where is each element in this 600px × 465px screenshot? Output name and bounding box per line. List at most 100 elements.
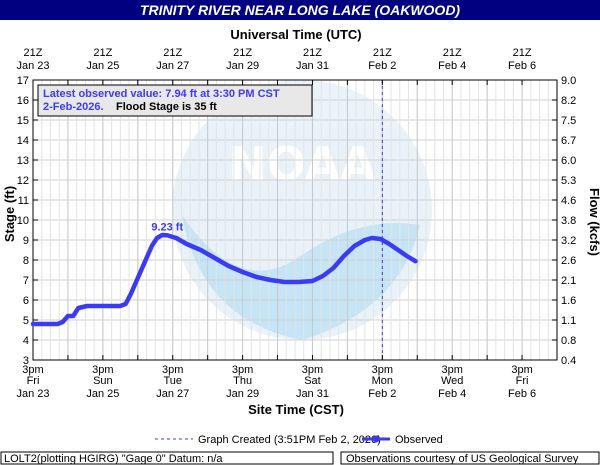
local-tick-day: Fri <box>27 375 40 387</box>
y2-tick-label: 1.1 <box>561 315 576 327</box>
utc-tick-hour: 21Z <box>163 47 182 59</box>
noaa-logo-text: NOAA <box>228 137 376 191</box>
utc-tick-date: Jan 25 <box>86 60 119 72</box>
utc-tick-date: Jan 31 <box>296 60 329 72</box>
grid <box>32 79 558 361</box>
local-tick-date: Jan 29 <box>226 388 259 400</box>
footer-left-box <box>0 451 334 465</box>
flood-stage-text: Flood Stage is 35 ft <box>116 101 217 113</box>
y2-tick-label: 9.0 <box>561 75 576 87</box>
legend-created-label: Graph Created (3:51PM Feb 2, 2026) <box>198 434 381 446</box>
utc-tick-hour: 21Z <box>93 47 112 59</box>
local-tick-date: Feb 2 <box>368 388 396 400</box>
y-tick-label: 9 <box>23 235 29 247</box>
y-tick-label: 7 <box>23 275 29 287</box>
ticks-layer: 3 0.4 4 0.8 5 1.1 6 1.6 7 2.1 8 2.6 9 3.2 10 3.8 11 4.6 12… <box>16 47 576 400</box>
local-tick-hour: 3pm <box>162 364 183 376</box>
footer-right-box <box>340 451 600 465</box>
noaa-watermark-logo: NOAA <box>172 80 432 340</box>
local-tick-date: Jan 25 <box>86 388 119 400</box>
y-tick-label: 14 <box>17 135 29 147</box>
y-tick-label: 13 <box>17 155 29 167</box>
y2-tick-label: 8.2 <box>561 95 576 107</box>
local-tick-hour: 3pm <box>22 364 43 376</box>
utc-tick-hour: 21Z <box>443 47 462 59</box>
top-axis-title: Universal Time (UTC) <box>230 27 361 42</box>
y2-tick-label: 6.7 <box>561 135 576 147</box>
y-tick-label: 11 <box>18 195 29 207</box>
y2-tick-label: 6.0 <box>561 155 576 167</box>
local-tick-day: Mon <box>372 375 393 387</box>
chart-title: TRINITY RIVER NEAR LONG LAKE (OAKWOOD) <box>140 2 461 18</box>
utc-tick-date: Jan 23 <box>16 60 49 72</box>
y2-tick-label: 0.4 <box>561 355 576 367</box>
bottom-axis-title: Site Time (CST) <box>248 402 344 417</box>
y-tick-label: 5 <box>23 315 29 327</box>
y2-tick-label: 2.6 <box>561 255 576 267</box>
latest-observed-text: Latest observed value: 7.94 ft at 3:30 P… <box>43 88 280 100</box>
local-tick-day: Thu <box>233 375 252 387</box>
noaa-emblem-wave <box>182 215 420 340</box>
local-tick-day: Sun <box>93 375 113 387</box>
utc-tick-date: Feb 4 <box>438 60 466 72</box>
legend-observed-label: Observed <box>395 434 443 446</box>
local-tick-hour: 3pm <box>372 364 393 376</box>
y2-tick-label: 4.6 <box>561 195 576 207</box>
utc-tick-hour: 21Z <box>373 47 392 59</box>
noaa-emblem-ring <box>172 80 432 340</box>
latest-observed-date: 2-Feb-2026. <box>43 101 104 113</box>
y2-tick-label: 0.8 <box>561 335 576 347</box>
local-tick-day: Sat <box>304 375 321 387</box>
y-tick-label: 15 <box>17 115 29 127</box>
observed-series-line <box>30 232 418 327</box>
local-tick-day: Tue <box>163 375 182 387</box>
local-tick-hour: 3pm <box>511 364 532 376</box>
utc-tick-date: Jan 29 <box>226 60 259 72</box>
latest-value-box-bg <box>37 84 313 117</box>
local-tick-day: Wed <box>441 375 463 387</box>
utc-tick-hour: 21Z <box>513 47 532 59</box>
series-layer: 9.23 ft <box>30 80 418 360</box>
y2-tick-label: 3.2 <box>561 235 576 247</box>
local-tick-date: Jan 23 <box>16 388 49 400</box>
y-tick-label: 8 <box>23 255 29 267</box>
utc-tick-date: Jan 27 <box>156 60 189 72</box>
local-tick-hour: 3pm <box>232 364 253 376</box>
y-axis-title: Stage (ft) <box>2 186 17 242</box>
y-tick-label: 17 <box>17 75 29 87</box>
latest-value-box: Latest observed value: 7.94 ft at 3:30 P… <box>37 84 313 117</box>
y2-tick-label: 5.3 <box>561 175 576 187</box>
y2-tick-label: 7.5 <box>561 115 576 127</box>
utc-tick-date: Feb 2 <box>368 60 396 72</box>
y2-tick-label: 2.1 <box>561 275 576 287</box>
peak-value-label: 9.23 ft <box>151 221 183 233</box>
local-tick-date: Jan 27 <box>156 388 189 400</box>
y-tick-label: 4 <box>23 335 29 347</box>
local-tick-date: Jan 31 <box>296 388 329 400</box>
utc-tick-date: Feb 6 <box>508 60 536 72</box>
utc-tick-hour: 21Z <box>233 47 252 59</box>
footer-datum-text: LOLT2(plotting HGIRG) "Gage 0" Datum: n/… <box>4 453 223 465</box>
y-tick-label: 12 <box>17 175 29 187</box>
local-tick-hour: 3pm <box>441 364 462 376</box>
y-tick-label: 16 <box>17 95 29 107</box>
local-tick-date: Feb 6 <box>508 388 536 400</box>
title-bar <box>0 0 600 20</box>
y2-axis-title: Flow (kcfs) <box>587 188 600 256</box>
utc-tick-hour: 21Z <box>303 47 322 59</box>
y2-tick-label: 3.8 <box>561 215 576 227</box>
local-tick-hour: 3pm <box>302 364 323 376</box>
utc-tick-hour: 21Z <box>24 47 43 59</box>
y-tick-label: 3 <box>23 355 29 367</box>
footer-source-text: Observations courtesy of US Geological S… <box>346 453 579 465</box>
legend-observed-marker <box>372 435 380 443</box>
local-tick-hour: 3pm <box>92 364 113 376</box>
local-tick-date: Feb 4 <box>438 388 466 400</box>
y-tick-label: 10 <box>17 215 29 227</box>
y2-tick-label: 1.6 <box>561 295 576 307</box>
legend: Graph Created (3:51PM Feb 2, 2026) Obser… <box>155 434 443 446</box>
y-tick-label: 6 <box>23 295 29 307</box>
local-tick-day: Fri <box>516 375 529 387</box>
